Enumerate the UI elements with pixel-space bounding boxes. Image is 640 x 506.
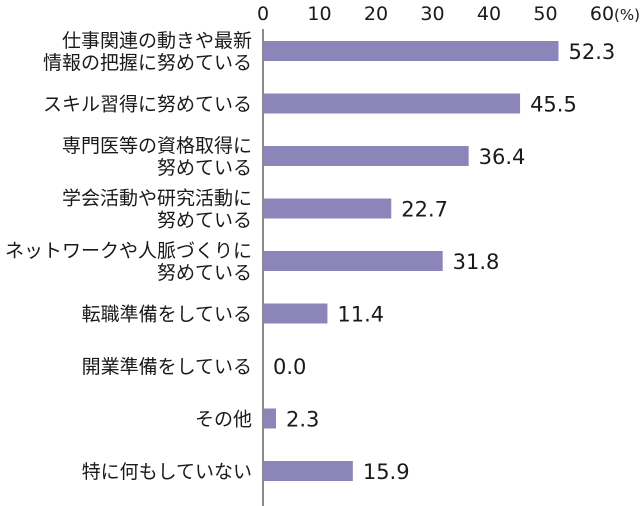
category-label: スキル習得に努めている: [43, 94, 252, 116]
value-label: 15.9: [363, 460, 410, 484]
value-label: 31.8: [453, 250, 500, 274]
x-unit-label: (%): [614, 6, 640, 24]
bars-group: [263, 41, 559, 481]
x-tick-label: 20: [364, 3, 388, 25]
bar: [263, 303, 328, 324]
labels-group: 仕事関連の動きや最新情報の把握に努めている 52.3 スキル習得に努めている 45.5…: [5, 30, 615, 484]
category-label: その他: [195, 409, 252, 431]
x-tick-label: 0: [257, 3, 269, 25]
value-label: 36.4: [479, 145, 526, 169]
x-tick-label: 30: [420, 3, 444, 25]
value-label: 52.3: [568, 40, 615, 64]
value-label: 11.4: [337, 303, 384, 327]
value-label: 0.0: [273, 355, 306, 379]
bar: [263, 408, 276, 429]
category-label: ネットワークや人脈づくりに努めている: [5, 240, 252, 284]
category-label: 専門医等の資格取得に努めている: [62, 135, 252, 179]
category-label: 転職準備をしている: [82, 304, 252, 326]
value-label: 45.5: [530, 93, 577, 117]
x-tick-label: 60: [590, 3, 614, 25]
bar: [263, 93, 521, 114]
x-tick-label: 10: [307, 3, 331, 25]
category-label: 学会活動や研究活動に努めている: [62, 188, 252, 232]
axis-group: 0 10 20 30 40 50 60 (%): [257, 3, 640, 506]
category-label: 特に何もしていない: [82, 461, 252, 483]
value-label: 22.7: [401, 198, 448, 222]
bar: [263, 146, 469, 166]
bar: [263, 461, 353, 481]
category-label: 仕事関連の動きや最新情報の把握に努めている: [43, 30, 252, 74]
x-tick-label: 50: [533, 3, 557, 25]
value-label: 2.3: [286, 408, 319, 432]
category-label: 開業準備をしている: [82, 356, 252, 378]
bar: [263, 198, 392, 219]
bar: [263, 41, 559, 61]
x-tick-label: 40: [477, 3, 501, 25]
bar: [263, 251, 443, 271]
